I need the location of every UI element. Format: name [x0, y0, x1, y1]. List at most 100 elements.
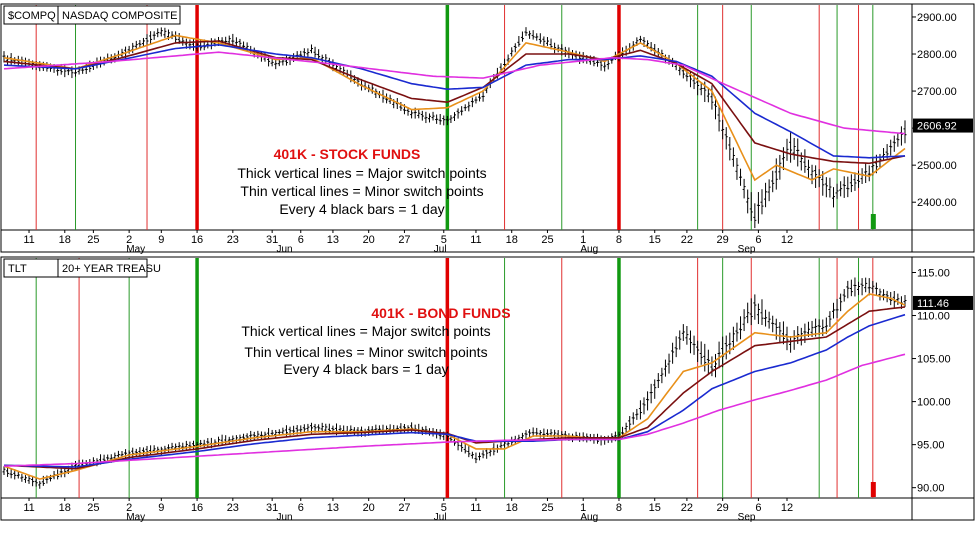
x-tick-label: 13 [327, 502, 339, 514]
x-tick-label: 5 [441, 502, 447, 514]
x-tick-label: 18 [59, 502, 71, 514]
bond-panel: 115.00 110.00 105.00 100.00 95.00 90.00 111.46… [0, 256, 975, 523]
moving-average-ma-long [3, 51, 906, 135]
y-tick-label: 2800.00 [917, 49, 957, 61]
month-label: Sep [738, 512, 756, 523]
annotation-title: 401K - BOND FUNDS [371, 305, 510, 321]
annotation-line: Thick vertical lines = Major switch poin… [237, 165, 486, 181]
x-tick-label: 15 [649, 502, 661, 514]
last-price-flag [913, 118, 973, 133]
annotation-line: Every 4 black bars = 1 day [283, 361, 448, 377]
moving-average-ma-mid [3, 40, 906, 165]
panel-frame [0, 3, 975, 253]
month-label: Jun [276, 512, 292, 523]
x-tick-label: 23 [227, 234, 239, 246]
last-price-label: 111.46 [917, 298, 949, 310]
x-tick-label: 25 [87, 234, 99, 246]
x-tick-label: 15 [649, 234, 661, 246]
x-tick-label: 2 [126, 502, 132, 514]
moving-average-ma-fast [3, 34, 906, 182]
x-tick-label: 9 [158, 234, 164, 246]
y-tick-label: 2400.00 [917, 197, 957, 209]
x-tick-label: 22 [681, 502, 693, 514]
annotation-line: Thick vertical lines = Major switch poin… [241, 323, 490, 339]
signal-marker [870, 214, 876, 229]
x-tick-label: 18 [506, 234, 518, 246]
annotation-line: Every 4 black bars = 1 day [279, 201, 444, 217]
annotation-line: Thin vertical lines = Minor switch point… [244, 344, 487, 360]
x-tick-label: 1 [580, 234, 586, 246]
name-label: NASDAQ COMPOSITE [62, 10, 178, 22]
x-tick-label: 13 [327, 234, 339, 246]
x-tick-label: 8 [616, 502, 622, 514]
price-bars [2, 27, 907, 229]
moving-average-ma-slow [3, 313, 906, 468]
signal-marker [870, 482, 876, 497]
annotation-line: Thin vertical lines = Minor switch point… [240, 183, 483, 199]
x-tick-label: 11 [470, 502, 481, 514]
name-box [57, 5, 181, 25]
x-tick-label: 25 [541, 502, 553, 514]
x-tick-label: 6 [298, 234, 304, 246]
last-price-flag [913, 295, 973, 310]
name-label: 20+ YEAR TREASU [62, 263, 161, 275]
x-tick-label: 1 [580, 502, 586, 514]
x-tick-label: 20 [363, 502, 375, 514]
x-tick-label: 16 [191, 502, 203, 514]
x-tick-label: 8 [616, 234, 622, 246]
month-label: Sep [738, 244, 756, 255]
moving-average-ma-fast [3, 293, 906, 480]
x-tick-label: 18 [506, 502, 518, 514]
x-tick-label: 20 [363, 234, 375, 246]
x-tick-label: 2 [126, 234, 132, 246]
y-tick-label: 2900.00 [917, 12, 957, 24]
y-tick-label: 2500.00 [917, 160, 957, 172]
x-tick-label: 27 [398, 502, 410, 514]
month-label: Jun [276, 244, 292, 255]
x-tick-label: 11 [23, 234, 34, 246]
x-tick-label: 16 [191, 234, 203, 246]
x-tick-label: 6 [755, 234, 761, 246]
x-tick-label: 18 [59, 234, 71, 246]
last-price-label: 2606.92 [917, 121, 957, 133]
month-label: May [126, 244, 145, 255]
stock-panel: 2900.002800.002700.002600.002500.002400.… [0, 3, 975, 255]
x-tick-label: 9 [158, 502, 164, 514]
y-tick-label: 100.00 [917, 397, 951, 409]
month-label: Jul [434, 244, 447, 255]
name-box [57, 258, 148, 278]
x-tick-label: 5 [441, 234, 447, 246]
y-tick-label: 90.00 [917, 483, 945, 495]
x-tick-label: 12 [781, 234, 793, 246]
x-tick-label: 31 [266, 502, 278, 514]
y-tick-label: 2700.00 [917, 86, 957, 98]
y-tick-label: 105.00 [917, 354, 951, 366]
y-tick-label: 115.00 [917, 267, 950, 279]
month-label: May [126, 512, 145, 523]
x-tick-label: 11 [23, 502, 34, 514]
x-tick-label: 6 [755, 502, 761, 514]
x-tick-label: 29 [717, 502, 729, 514]
annotation-title: 401K - STOCK FUNDS [274, 146, 421, 162]
month-label: Aug [580, 244, 598, 255]
y-tick-label: 95.00 [917, 440, 945, 452]
x-tick-label: 23 [227, 502, 239, 514]
x-tick-label: 12 [781, 502, 793, 514]
y-tick-label: 110.00 [917, 311, 950, 323]
symbol-label: TLT [8, 263, 27, 275]
x-tick-label: 11 [470, 234, 481, 246]
month-label: Aug [580, 512, 598, 523]
x-tick-label: 6 [298, 502, 304, 514]
moving-average-ma-long [3, 353, 906, 467]
x-tick-label: 29 [717, 234, 729, 246]
x-tick-label: 31 [266, 234, 278, 246]
month-label: Jul [434, 512, 447, 523]
moving-average-ma-slow [3, 43, 906, 159]
x-tick-label: 22 [681, 234, 693, 246]
symbol-label: $COMPQ [8, 10, 56, 22]
x-tick-label: 25 [541, 234, 553, 246]
x-tick-label: 25 [87, 502, 99, 514]
x-tick-label: 27 [398, 234, 410, 246]
